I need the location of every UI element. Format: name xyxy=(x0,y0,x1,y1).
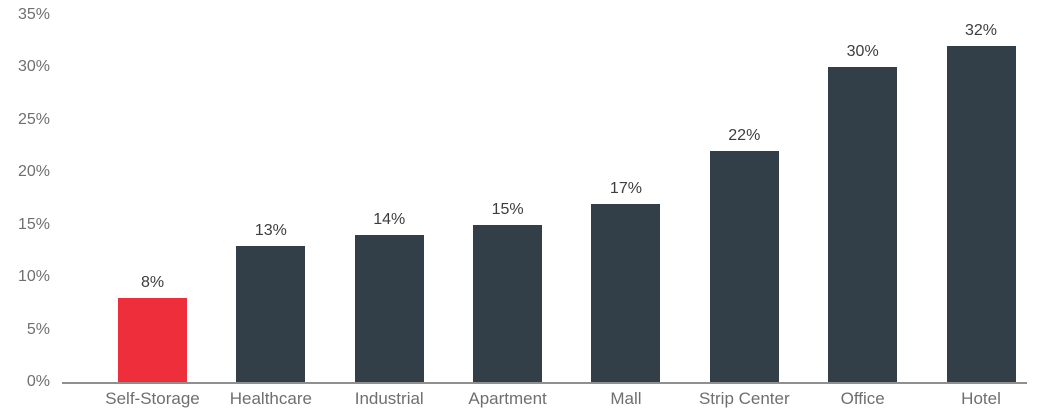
bar-industrial xyxy=(354,235,424,382)
category-label: Office xyxy=(840,389,885,408)
y-tick-label: 20% xyxy=(17,163,50,181)
bar-hotel xyxy=(946,46,1016,382)
bar-self-storage xyxy=(118,298,187,382)
bar-mall xyxy=(591,203,661,382)
category-label: Healthcare xyxy=(229,389,312,408)
y-tick-label: 5% xyxy=(26,320,50,338)
x-axis-line xyxy=(62,381,1027,384)
value-label: 30% xyxy=(846,43,879,61)
y-tick-label: 0% xyxy=(26,373,50,390)
value-label: 13% xyxy=(254,221,287,239)
value-label: 15% xyxy=(491,200,524,218)
value-label: 8% xyxy=(140,274,165,292)
category-label: Strip Center xyxy=(698,389,790,408)
value-label: 32% xyxy=(965,22,998,40)
category-label: Mall xyxy=(610,389,642,408)
category-label: Industrial xyxy=(354,389,424,408)
bar-apartment xyxy=(473,224,543,382)
bar-strip-center xyxy=(709,151,779,382)
y-tick-label: 30% xyxy=(17,58,50,76)
y-tick-label: 35% xyxy=(17,6,50,23)
value-label: 17% xyxy=(609,179,642,197)
category-label: Self-Storage xyxy=(105,389,200,408)
y-tick-label: 10% xyxy=(17,268,50,286)
y-tick-label: 15% xyxy=(17,215,50,233)
category-label: Hotel xyxy=(961,389,1001,408)
bar-healthcare xyxy=(236,245,306,382)
y-axis: 0% 5% 10% 15% 20% 25% 30% 35% xyxy=(0,0,50,419)
y-tick-label: 25% xyxy=(17,110,50,128)
bar-office xyxy=(828,67,898,382)
value-label: 14% xyxy=(373,211,406,229)
value-label: 22% xyxy=(728,127,761,145)
category-label: Apartment xyxy=(468,389,547,408)
